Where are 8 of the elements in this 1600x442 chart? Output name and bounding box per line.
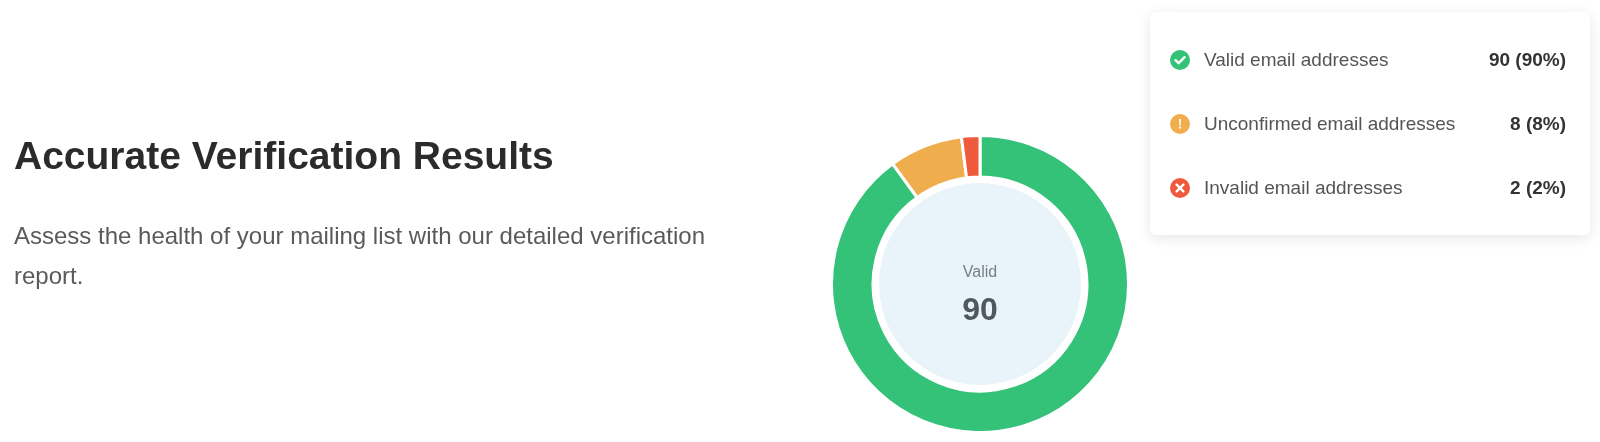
legend-label: Valid email addresses <box>1204 49 1389 71</box>
data-label: 8 (8%) <box>1510 113 1566 135</box>
legend-label: Unconfirmed email addresses <box>1204 113 1456 135</box>
data-label: 2 (2%) <box>1510 177 1566 199</box>
text: Accurate Verification Results <box>14 134 554 178</box>
text: Assess the health of your mailing list with our detailed verification report. <box>14 221 706 291</box>
legend-label: Invalid email addresses <box>1204 177 1403 199</box>
data-label: 90 (90%) <box>1488 49 1566 71</box>
